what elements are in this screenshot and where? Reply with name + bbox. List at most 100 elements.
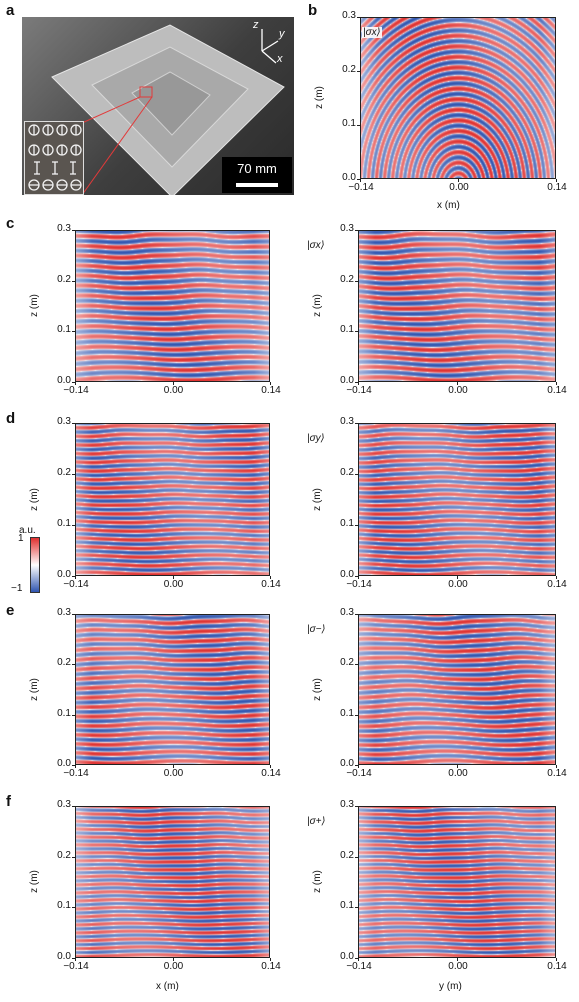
panel-label-d: d [6,410,16,427]
z-tick-f1-0: 0.3 [57,799,71,810]
z-tick-c1-3: 0.0 [57,375,71,386]
x-axis-title-f: x (m) [156,981,179,992]
axis-y-glyph: y [279,28,285,40]
z-tickmark-d1-2 [72,525,75,526]
h-tick-c2-2: 0.14 [547,385,567,396]
h-tickmark-d2-1 [457,576,458,579]
field-map-e-right [358,614,556,765]
h-tick-e2-0: −0.14 [346,768,372,779]
h-tick-c2-0: −0.14 [346,385,372,396]
z-tickmark-f1-2 [72,907,75,909]
field-texture [76,231,269,381]
panel-label-c: c [6,215,15,232]
h-tick-f1-1: 0.00 [163,961,184,972]
z-tickmark-c1-1 [72,280,75,282]
coordinate-axes-icon [261,29,279,64]
h-tickmark-c1-1 [172,382,174,385]
h-tickmark-e1-0 [75,765,76,768]
field-map-d-right [358,423,556,576]
h-tick-c1-0: −0.14 [63,385,89,396]
scale-bar [236,183,278,187]
h-tick-d1-0: −0.14 [63,579,89,590]
z-axis-title-d1: z (m) [28,487,40,511]
z-tickmark-c1-0 [72,230,75,231]
h-tick-e1-2: 0.14 [261,768,281,779]
z-tickmark-f2-1 [355,856,358,858]
z-tick-d1-1: 0.2 [57,467,71,478]
z-tick-e1-2: 0.1 [57,707,71,719]
state-label-f: |σ+⟩ [306,816,327,827]
z-tick-f2-1: 0.2 [340,849,354,861]
h-tickmark-f2-1 [457,958,458,961]
z-tick-e2-1: 0.2 [340,657,354,669]
z-tickmark-f1-1 [72,856,75,858]
z-tick-b-3: 0.0 [342,172,356,183]
field-texture [361,18,555,178]
z-tickmark-e1-1 [72,664,75,666]
h-tickmark-e2-1 [457,765,458,768]
z-tickmark-d1-3 [72,576,75,577]
h-tickmark-b-1 [458,179,459,182]
z-tick-c2-1: 0.2 [340,273,354,285]
h-tick-f1-2: 0.14 [261,961,281,972]
z-tick-d2-0: 0.3 [340,416,354,427]
axis-z-glyph: z [253,19,259,31]
field-map-f-left [75,806,270,958]
panel-label-b: b [308,2,318,19]
h-tickmark-f2-2 [556,958,557,961]
z-tick-d1-3: 0.0 [57,569,71,580]
z-tickmark-e2-3 [355,765,358,766]
z-tick-c1-2: 0.1 [57,324,71,336]
field-texture [359,807,555,957]
z-tickmark-e1-3 [72,765,75,766]
field-map-e-left [75,614,270,765]
z-axis-title-b: z (m) [313,86,325,109]
unit-cell-inset [24,121,84,195]
h-tick-e1-1: 0.00 [163,768,184,779]
panel-label-f: f [6,793,11,810]
z-tickmark-c2-3 [355,382,358,383]
h-tick-f2-0: −0.14 [346,961,372,972]
z-tick-c1-0: 0.3 [57,223,71,234]
z-tickmark-b-0 [357,17,360,18]
h-tick-f2-2: 0.14 [547,961,567,972]
z-axis-title-c2: z (m) [311,294,323,317]
h-tick-e2-1: 0.00 [448,768,468,779]
z-tickmark-f1-3 [72,958,75,959]
h-tickmark-c1-0 [75,382,76,385]
h-tickmark-f2-0 [358,958,359,961]
z-axis-title-c1: z (m) [28,294,40,317]
z-tickmark-f2-0 [355,806,358,807]
h-tickmark-f1-2 [270,958,271,961]
h-tickmark-b-2 [556,179,557,182]
colorbar-min-label: −1 [11,583,23,594]
h-tick-f1-0: −0.14 [63,961,89,972]
x-axis-title-b: x (m) [437,200,460,211]
z-tick-f1-3: 0.0 [57,951,71,962]
field-texture [76,615,269,764]
z-tickmark-c1-3 [72,382,75,383]
h-tickmark-e2-2 [556,765,557,768]
z-tickmark-e2-1 [355,664,358,666]
z-tickmark-c2-2 [355,331,358,333]
panel-label-a: a [6,2,15,19]
h-tickmark-b-0 [360,179,361,182]
z-tickmark-d2-0 [355,423,358,424]
h-tick-e2-2: 0.14 [547,768,567,779]
h-tick-e1-0: −0.14 [63,768,89,779]
z-tick-c2-0: 0.3 [340,223,354,234]
z-tick-d1-2: 0.1 [57,518,71,529]
colorbar [30,537,40,593]
h-tick-c1-1: 0.00 [163,385,184,396]
z-axis-title-f1: z (m) [28,870,40,893]
h-tick-b-1: 0.00 [449,182,469,193]
z-tick-f2-0: 0.3 [340,799,354,810]
h-tick-d2-2: 0.14 [547,579,567,590]
field-texture [76,424,269,575]
h-tickmark-e2-0 [358,765,359,768]
z-tickmark-d1-1 [72,474,75,475]
field-texture [359,231,555,381]
state-label-d: |σy⟩ [306,433,326,444]
z-tick-e1-0: 0.3 [57,607,71,618]
z-tickmark-f2-2 [355,907,358,909]
